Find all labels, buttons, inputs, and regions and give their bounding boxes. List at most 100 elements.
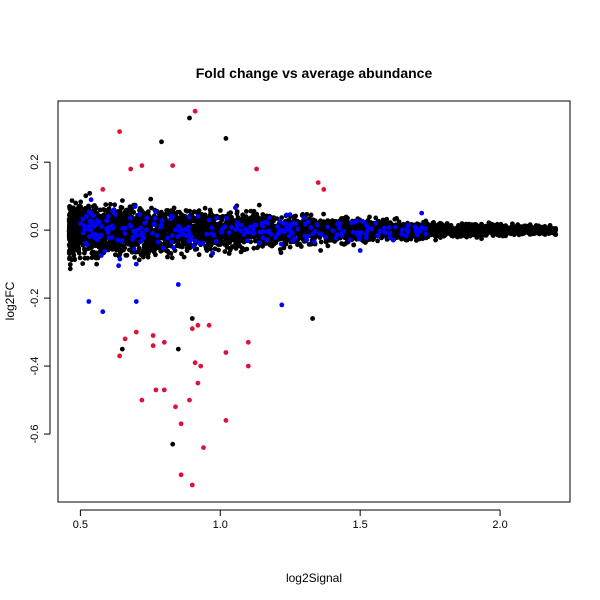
data-point [549,230,555,235]
data-point [76,233,82,239]
highlight-point [119,238,125,243]
x-tick-label: 2.0 [492,519,507,531]
highlight-point [176,224,182,229]
data-point [368,233,373,239]
highlight-point [155,239,161,245]
data-point [339,216,344,221]
data-point [120,198,125,204]
highlight-point [339,233,345,238]
highlight-point [153,387,159,393]
y-tick-label: -0.2 [29,289,41,308]
data-point [310,316,315,321]
data-point [80,261,86,266]
data-point [445,226,451,232]
data-point [199,237,205,242]
highlight-point [387,230,393,236]
highlight-point [223,418,229,423]
data-point [142,245,148,250]
data-point [373,228,378,234]
data-point [423,235,429,241]
highlight-point [178,421,184,427]
x-axis-label: log2Signal [286,571,342,585]
highlight-point [403,233,409,239]
data-point [119,221,125,227]
data-point [159,139,164,145]
highlight-point [392,224,398,230]
data-point [231,232,237,238]
data-point [82,250,87,256]
data-point [165,211,171,217]
highlight-point [204,231,210,237]
highlight-point [195,214,201,219]
data-point [394,216,399,221]
data-point [136,257,142,263]
data-point [145,209,151,215]
highlight-point [317,231,323,236]
highlight-point [241,232,247,237]
data-point [107,239,112,245]
data-point [223,136,229,141]
data-point [67,266,73,272]
data-point [479,236,484,242]
highlight-point [363,235,369,241]
data-point [73,200,79,206]
highlight-point [171,245,177,251]
data-point [244,246,250,252]
data-point [375,238,380,244]
highlight-point [131,246,137,252]
highlight-point [284,225,290,231]
data-point [112,202,118,208]
highlight-point [278,241,284,247]
data-point [93,205,99,211]
highlight-point [169,233,175,239]
highlight-point [210,250,216,256]
highlight-point [314,222,320,228]
data-point [236,233,242,238]
highlight-point [341,228,346,234]
highlight-point [229,224,234,230]
data-point [68,249,74,254]
highlight-point [253,222,259,228]
data-point [510,225,516,231]
data-point [67,218,73,224]
highlight-point [94,218,100,223]
highlight-point [150,343,156,349]
highlight-point [356,236,362,242]
data-point [123,216,129,222]
highlight-point [173,404,178,410]
highlight-point [423,231,429,237]
highlight-point [315,180,321,186]
data-point [377,222,382,228]
highlight-point [406,222,411,228]
data-point [471,223,477,229]
data-point [158,248,164,254]
highlight-point [265,229,270,235]
data-point [279,215,284,221]
highlight-point [414,232,420,238]
highlight-point [80,230,86,236]
data-point [529,229,534,235]
data-point [529,224,534,230]
data-point [432,233,438,239]
data-point [142,251,148,257]
data-point [205,242,211,248]
highlight-point [259,220,265,226]
highlight-point [404,226,410,232]
highlight-point [257,240,262,246]
highlight-point [312,228,318,234]
highlight-point [349,220,354,226]
data-point [187,115,192,121]
highlight-point [154,233,160,239]
data-point [82,255,88,261]
data-point [475,223,480,229]
highlight-point [244,228,250,234]
highlight-point [222,224,228,230]
data-point [330,218,335,224]
highlight-point [196,240,202,246]
chart-title: Fold change vs average abundance [196,65,433,81]
data-point [483,227,489,232]
highlight-point [137,212,143,217]
data-point [296,232,302,238]
data-point [74,210,80,216]
